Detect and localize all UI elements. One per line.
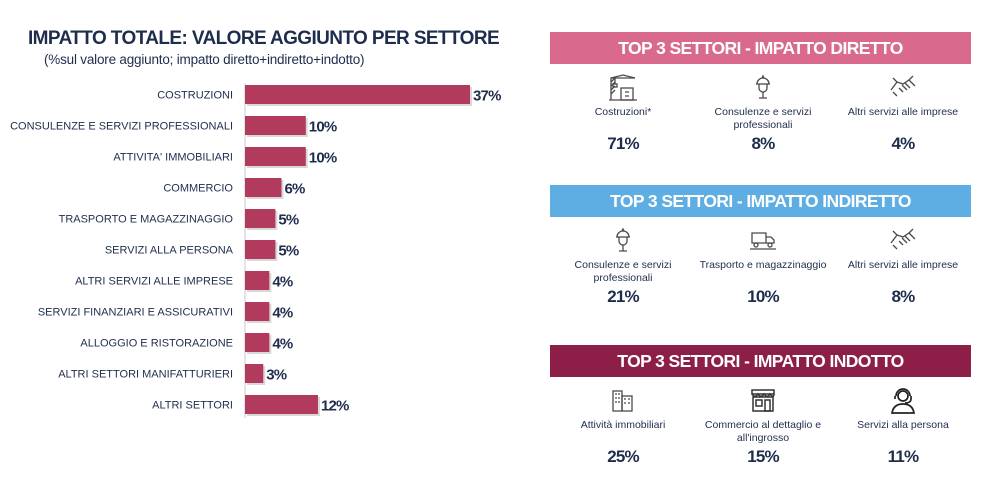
value-label: 37% bbox=[473, 88, 501, 105]
panel-induced-impact: TOP 3 SETTORI - IMPATTO INDOTTO Attività… bbox=[550, 345, 971, 484]
sector-item: Commercio al dettaglio e all'ingrosso 15… bbox=[688, 377, 838, 467]
bar bbox=[245, 364, 264, 383]
panel-row-induced: Attività immobiliari 25% Commercio al de… bbox=[550, 377, 971, 484]
consultant-icon bbox=[607, 225, 639, 255]
sector-item: Costruzioni* 71% bbox=[548, 64, 698, 154]
bar bbox=[245, 178, 282, 197]
sector-item: Altri servizi alle imprese 4% bbox=[828, 64, 978, 154]
buildings-icon bbox=[607, 385, 639, 415]
sector-value: 8% bbox=[891, 287, 916, 306]
panel-row-indirect: Consulenze e servizi professionali 21% T… bbox=[550, 217, 971, 335]
value-label: 10% bbox=[309, 119, 337, 136]
panel-row-direct: Costruzioni* 71% Consulenze e servizi pr… bbox=[550, 64, 971, 182]
sector-name: Consulenze e servizi professionali bbox=[574, 259, 672, 284]
panel-header-induced: TOP 3 SETTORI - IMPATTO INDOTTO bbox=[550, 345, 971, 377]
bar bbox=[245, 147, 306, 166]
sector-item: Consulenze e servizi professionali 8% bbox=[688, 64, 838, 154]
sector-name: Commercio al dettaglio e all'ingrosso bbox=[704, 419, 822, 444]
chart-title: IMPATTO TOTALE: VALORE AGGIUNTO PER SETT… bbox=[28, 28, 500, 49]
sector-item: Trasporto e magazzinaggio 10% bbox=[688, 217, 838, 307]
sector-value: 11% bbox=[887, 447, 919, 466]
sector-name: Altri servizi alle imprese bbox=[847, 106, 959, 118]
sector-item: Attività immobiliari 25% bbox=[548, 377, 698, 467]
sector-value: 15% bbox=[747, 447, 779, 466]
value-label: 5% bbox=[278, 243, 299, 260]
person-headset-icon bbox=[887, 385, 919, 415]
category-label: ALTRI SETTORI bbox=[152, 400, 233, 412]
sector-value: 71% bbox=[607, 134, 639, 153]
category-label: ATTIVITA' IMMOBILIARI bbox=[113, 152, 233, 164]
construction-icon bbox=[607, 72, 639, 102]
value-label: 4% bbox=[272, 305, 293, 322]
category-label: COMMERCIO bbox=[163, 183, 233, 195]
category-label: SERVIZI FINANZIARI E ASSICURATIVI bbox=[38, 307, 233, 319]
sector-item: Servizi alla persona 11% bbox=[828, 377, 978, 467]
bar bbox=[245, 240, 276, 259]
shop-icon bbox=[747, 385, 779, 415]
value-label: 6% bbox=[284, 181, 305, 198]
sector-name: Attività immobiliari bbox=[580, 419, 666, 431]
chart-subtitle: (%sul valore aggiunto; impatto diretto+i… bbox=[44, 52, 365, 67]
value-label: 4% bbox=[272, 336, 293, 353]
panel-header-indirect: TOP 3 SETTORI - IMPATTO INDIRETTO bbox=[550, 185, 971, 217]
category-label: CONSULENZE E SERVIZI PROFESSIONALI bbox=[10, 121, 233, 133]
bar bbox=[245, 116, 306, 135]
sector-value: 8% bbox=[751, 134, 776, 153]
consultant-icon bbox=[747, 72, 779, 102]
panel-header-direct: TOP 3 SETTORI - IMPATTO DIRETTO bbox=[550, 32, 971, 64]
category-label: COSTRUZIONI bbox=[157, 90, 233, 102]
sector-value: 4% bbox=[891, 134, 916, 153]
bar bbox=[245, 209, 276, 228]
category-label: ALTRI SETTORI MANIFATTURIERI bbox=[58, 369, 233, 381]
bar-chart: COSTRUZIONI 37% CONSULENZE E SERVIZI PROFE… bbox=[10, 83, 502, 418]
bar bbox=[245, 333, 270, 352]
value-label: 10% bbox=[309, 150, 337, 167]
category-label: ALTRI SERVIZI ALLE IMPRESE bbox=[75, 276, 233, 288]
sector-name: Consulenze e servizi professionali bbox=[714, 106, 812, 131]
handshake-icon bbox=[887, 225, 919, 255]
panel-indirect-impact: TOP 3 SETTORI - IMPATTO INDIRETTO Consul… bbox=[550, 185, 971, 335]
bar bbox=[245, 271, 270, 290]
sector-value: 21% bbox=[607, 287, 639, 306]
sector-name: Servizi alla persona bbox=[857, 419, 949, 431]
value-label: 5% bbox=[278, 212, 299, 229]
sector-name: Altri servizi alle imprese bbox=[847, 259, 959, 271]
value-label: 12% bbox=[321, 398, 349, 415]
category-label: ALLOGGIO E RISTORAZIONE bbox=[80, 338, 233, 350]
sector-item: Consulenze e servizi professionali 21% bbox=[548, 217, 698, 307]
category-label: TRASPORTO E MAGAZZINAGGIO bbox=[59, 214, 234, 226]
bar bbox=[245, 302, 270, 321]
sector-name: Costruzioni* bbox=[594, 106, 652, 118]
value-label: 3% bbox=[266, 367, 287, 384]
value-label: 4% bbox=[272, 274, 293, 291]
sector-value: 25% bbox=[607, 447, 639, 466]
sector-name: Trasporto e magazzinaggio bbox=[699, 259, 827, 271]
sector-item: Altri servizi alle imprese 8% bbox=[828, 217, 978, 307]
sector-value: 10% bbox=[747, 287, 779, 306]
handshake-icon bbox=[887, 72, 919, 102]
category-label: SERVIZI ALLA PERSONA bbox=[105, 245, 234, 257]
truck-icon bbox=[747, 225, 779, 255]
bar bbox=[245, 85, 470, 104]
panel-direct-impact: TOP 3 SETTORI - IMPATTO DIRETTO Costruzi… bbox=[550, 32, 971, 182]
bar bbox=[245, 395, 318, 414]
